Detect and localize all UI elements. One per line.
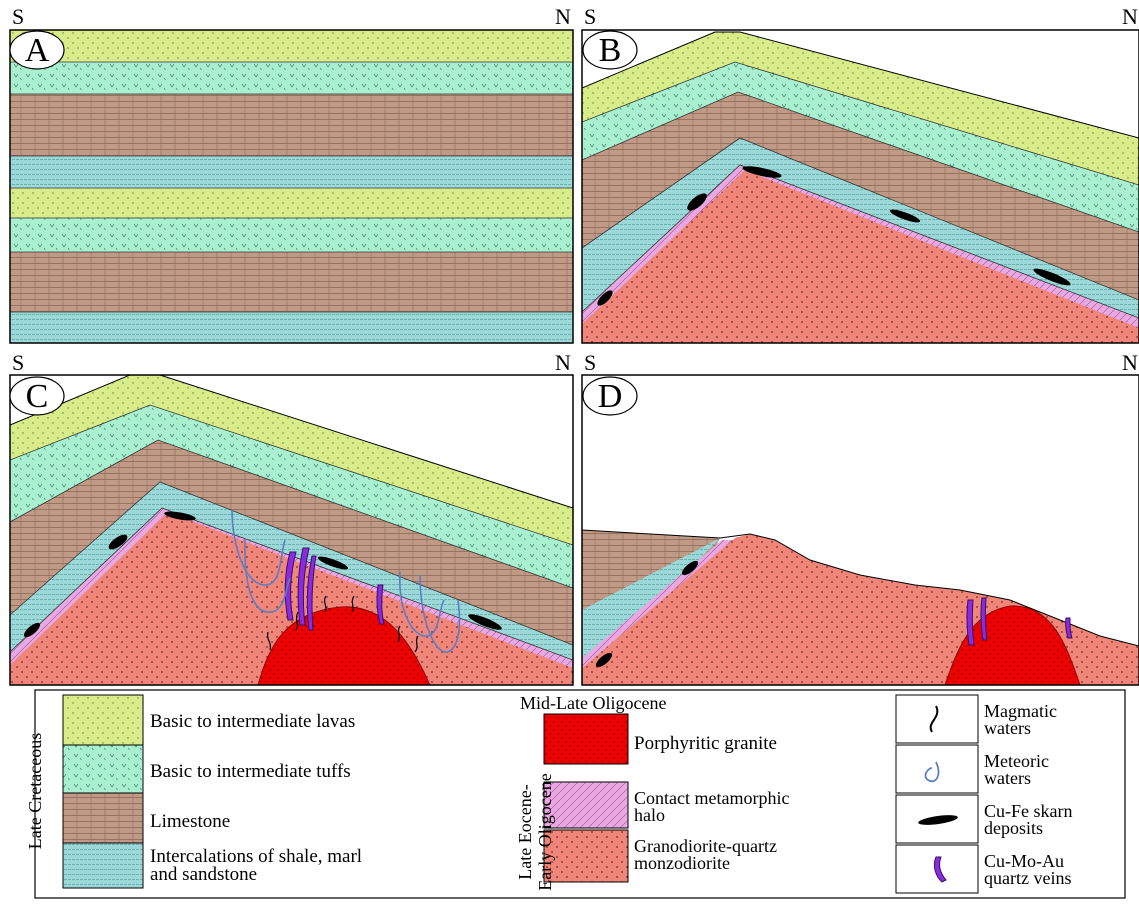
meteoric-symbol-icon [924,761,940,783]
legend-label-granodiorite: Granodiorite-quartz monzodiorite [634,836,777,873]
panel-c-north-label: N [555,350,571,375]
skarn-symbol-icon [918,815,958,825]
legend-label-skarn: Cu-Fe skarn deposits [984,801,1073,838]
panel-b-letter: B [598,32,622,69]
legend-label-tuffs: Basic to intermediate tuffs [150,761,351,782]
panel-d-badge [582,376,638,416]
legend-swatch-halo [543,781,629,829]
panel-d-letter: D [597,378,623,415]
legend-swatch-limestone [62,792,144,844]
panel-a-layers [10,30,573,343]
legend-group-late-cretaceous: Late Cretaceous [25,732,45,850]
panel-a-south-label: S [12,4,25,29]
legend-group-eocene-oligocene: Late Eocene- Early Oligocene [515,773,555,891]
panel-b-layers [582,31,1139,343]
panel-a-badge [9,30,65,70]
panel-c-badge [9,376,65,416]
legend-label-veins: Cu-Mo-Au quartz veins [984,851,1072,888]
panel-c-letter: C [25,378,49,415]
panel-d-frame [581,374,1139,686]
legend-label-shale: Intercalations of shale, marl and sandst… [150,846,363,885]
panel-c-south-label: S [12,350,25,375]
legend-swatch-shale [62,842,144,889]
legend-label-limestone: Limestone [150,811,231,832]
panel-d-layers [582,529,1139,685]
panel-a-letter: A [24,32,50,69]
panel-a-north-label: N [555,4,571,29]
legend-swatch-tuffs [62,744,144,794]
panel-a-frame [9,29,574,344]
legend-label-porphyritic: Porphyritic granite [634,733,777,754]
panel-b-south-label: S [584,4,597,29]
panel-b-badge [582,30,638,70]
legend-label-lavas: Basic to intermediate lavas [150,711,356,732]
legend-group-mid-late-oligocene: Mid-Late Oligocene [520,693,667,713]
panel-b-north-label: N [1122,4,1138,29]
panel-c-layers [10,375,573,685]
panel-d-north-label: N [1122,350,1138,375]
vein-symbol-icon [933,856,947,883]
legend-label-halo: Contact metamorphic halo [634,788,790,825]
legend-symbol-boxes [895,694,979,894]
panel-d-south-label: S [584,350,597,375]
panel-b-frame [581,29,1139,344]
legend-swatch-porphyritic [543,713,629,765]
legend-label-meteoric: Meteoric waters [984,751,1049,788]
legend-swatch-granodiorite [543,829,629,883]
magmatic-symbol-icon [929,705,939,733]
panel-c-frame [9,374,574,686]
legend-swatch-lavas [62,694,144,746]
legend-label-magmatic: Magmatic waters [984,701,1057,738]
